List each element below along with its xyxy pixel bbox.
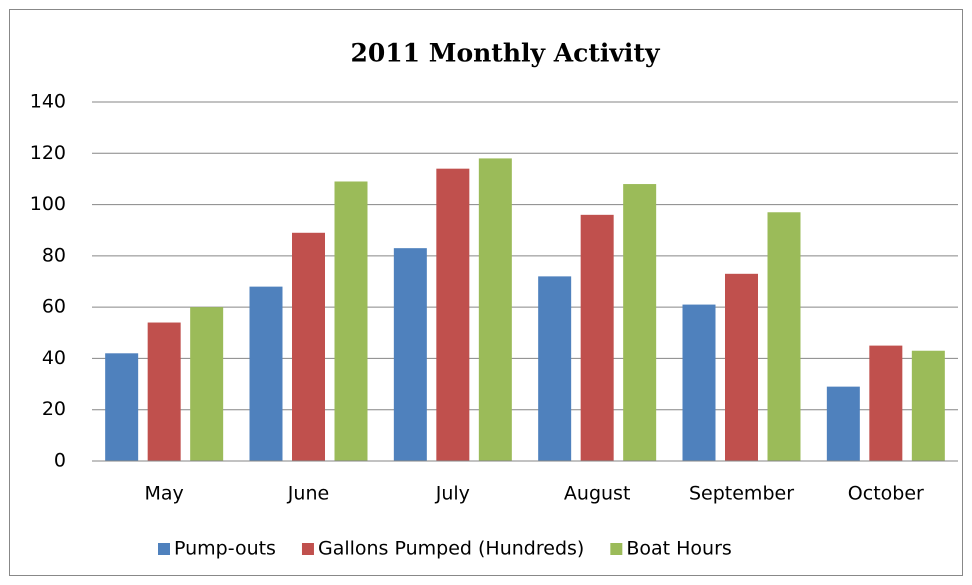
legend-swatch: [158, 543, 170, 555]
bar: [538, 276, 572, 461]
chart-title: 2011 Monthly Activity: [350, 39, 660, 68]
bar: [869, 345, 903, 461]
legend-swatch: [610, 543, 623, 555]
bar: [580, 214, 614, 461]
y-tick-label: 100: [30, 193, 66, 215]
legend-swatch: [301, 543, 314, 555]
bar: [767, 212, 801, 461]
x-tick-label: September: [689, 483, 794, 505]
y-tick-label: 120: [30, 142, 66, 164]
y-tick-label: 60: [42, 296, 66, 318]
y-tick-label: 20: [42, 398, 66, 420]
bar: [826, 386, 860, 461]
x-tick-label: May: [145, 483, 184, 505]
legend-label: Gallons Pumped (Hundreds): [318, 538, 584, 560]
bar: [911, 350, 945, 461]
bar: [393, 248, 427, 461]
legend-label: Pump-outs: [174, 538, 276, 560]
bar: [105, 353, 139, 461]
bar: [436, 168, 470, 461]
bar: [334, 181, 368, 461]
x-tick-label: August: [564, 483, 631, 505]
x-tick-label: October: [848, 483, 924, 505]
bar: [725, 273, 758, 461]
legend-label: Boat Hours: [626, 538, 731, 560]
bar: [292, 232, 325, 461]
y-tick-label: 40: [42, 347, 66, 369]
bar: [147, 322, 181, 461]
bar: [478, 158, 512, 461]
x-tick-label: June: [287, 483, 329, 505]
bar: [682, 304, 716, 461]
x-tick-label: July: [435, 483, 470, 505]
bar: [623, 184, 657, 462]
bar: [249, 286, 283, 461]
y-tick-label: 140: [30, 91, 66, 113]
y-tick-label: 0: [54, 450, 66, 472]
y-tick-label: 80: [42, 244, 66, 266]
bar: [190, 307, 224, 461]
